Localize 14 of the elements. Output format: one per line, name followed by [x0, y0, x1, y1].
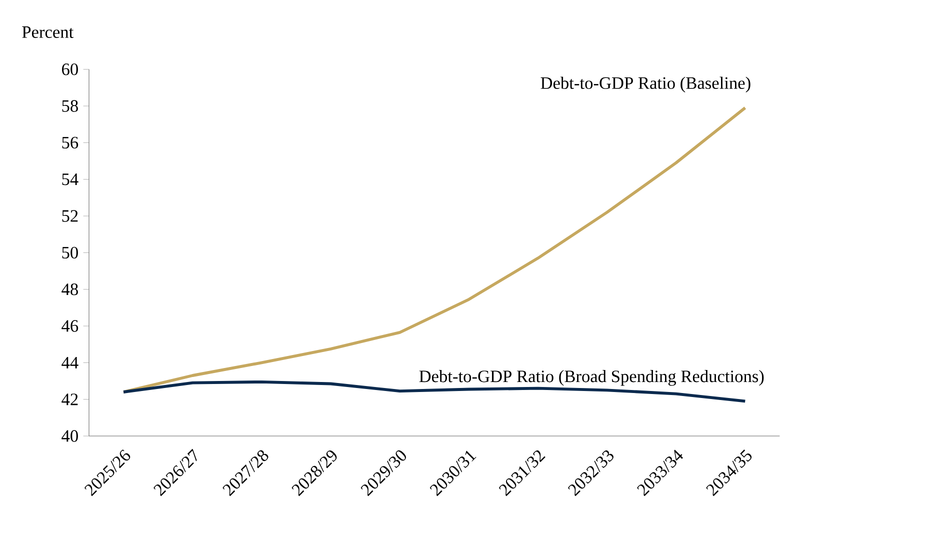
y-tick-label: 44 [62, 356, 78, 368]
y-tick-label: 54 [62, 174, 78, 186]
y-tick-label: 48 [62, 283, 78, 296]
y-tick-label: 60 [62, 63, 78, 76]
y-tick-label: 46 [62, 320, 78, 332]
y-tick-label: 42 [62, 394, 78, 406]
y-tick-label: 52 [62, 210, 78, 222]
y-axis-title: Percent [22, 26, 74, 38]
y-tick-label: 56 [62, 136, 78, 148]
y-tick-label: 50 [62, 246, 78, 259]
series-label: Debt-to-GDP Ratio (Baseline) [540, 76, 750, 92]
y-tick-label: 58 [62, 100, 78, 112]
y-tick-label: 40 [62, 430, 78, 442]
series-label: Debt-to-GDP Ratio (Broad Spending Reductions) [419, 370, 764, 386]
